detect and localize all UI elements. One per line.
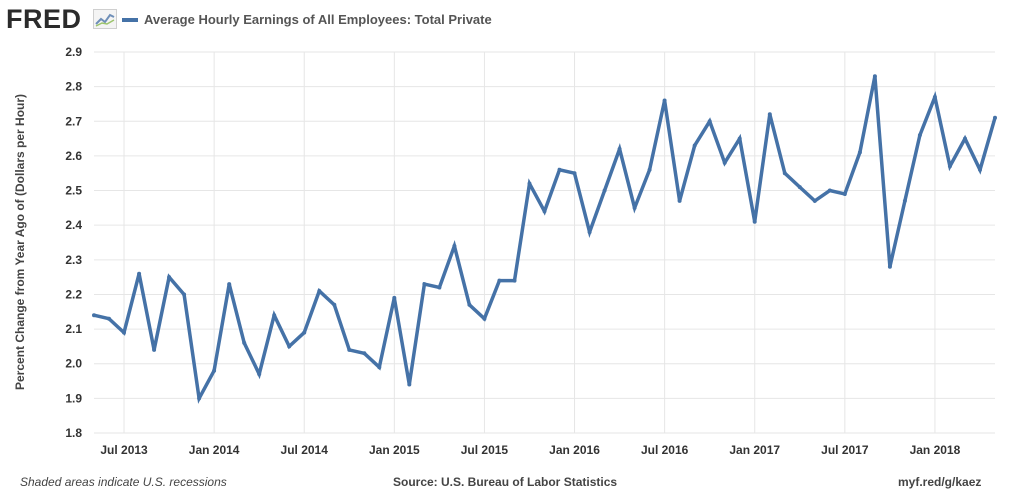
y-tick-label: 2.0: [65, 357, 82, 371]
data-point[interactable]: [182, 292, 187, 297]
y-tick-label: 2.3: [65, 253, 82, 267]
data-point[interactable]: [947, 164, 952, 169]
y-tick-label: 1.9: [65, 391, 82, 405]
data-point[interactable]: [287, 344, 292, 349]
data-point[interactable]: [963, 136, 967, 141]
data-point[interactable]: [572, 171, 577, 176]
data-point[interactable]: [993, 115, 997, 120]
line-chart-icon: [93, 9, 117, 29]
data-point[interactable]: [347, 347, 352, 352]
y-tick-label: 2.5: [65, 184, 82, 198]
data-point[interactable]: [152, 347, 157, 352]
data-point[interactable]: [107, 316, 111, 321]
data-point[interactable]: [662, 98, 667, 103]
data-point[interactable]: [617, 147, 622, 151]
data-point[interactable]: [92, 313, 96, 318]
y-tick-label: 1.8: [65, 426, 82, 440]
y-tick-label: 2.6: [65, 149, 82, 163]
data-point[interactable]: [707, 119, 712, 124]
data-point[interactable]: [602, 188, 607, 193]
data-point[interactable]: [422, 282, 427, 287]
x-tick-label: Jan 2014: [189, 443, 240, 457]
y-tick-label: 2.4: [65, 218, 82, 232]
chart-header: FRED Average Hourly Earnings of All Empl…: [0, 0, 1013, 38]
data-point[interactable]: [317, 289, 322, 293]
data-point[interactable]: [842, 192, 847, 196]
y-tick-label: 2.9: [65, 45, 82, 59]
data-point[interactable]: [212, 368, 217, 373]
data-point[interactable]: [737, 136, 742, 141]
data-point[interactable]: [512, 278, 517, 283]
data-point[interactable]: [452, 244, 457, 248]
data-point[interactable]: [362, 351, 367, 356]
data-point[interactable]: [647, 167, 652, 172]
data-point[interactable]: [902, 198, 907, 203]
data-point[interactable]: [392, 295, 397, 300]
y-axis-title: Percent Change from Year Ago of (Dollars…: [13, 94, 27, 390]
gridlines: [94, 51, 995, 434]
x-tick-label: Jul 2015: [461, 443, 509, 457]
x-tick-label: Jul 2013: [100, 443, 148, 457]
data-point[interactable]: [497, 278, 502, 283]
data-point[interactable]: [437, 285, 442, 290]
x-axis-ticks: Jul 2013 Jan 2014 Jul 2014 Jan 2015 Jul 2015…: [100, 443, 960, 457]
source-note: Source: U.S. Bureau of Labor Statistics: [393, 475, 618, 489]
data-point[interactable]: [227, 282, 232, 287]
data-point[interactable]: [557, 167, 562, 172]
fred-logo[interactable]: FRED: [6, 4, 82, 34]
data-point[interactable]: [272, 313, 277, 318]
x-tick-label: Jan 2017: [729, 443, 780, 457]
y-tick-label: 2.2: [65, 287, 82, 301]
data-point[interactable]: [377, 365, 382, 370]
data-point[interactable]: [857, 150, 862, 155]
data-point[interactable]: [242, 340, 247, 345]
data-point[interactable]: [887, 264, 892, 269]
data-point[interactable]: [677, 198, 682, 203]
data-point[interactable]: [257, 372, 262, 377]
y-tick-label: 2.7: [65, 114, 82, 128]
data-point[interactable]: [482, 316, 487, 321]
short-url-link[interactable]: myf.red/g/kaez: [898, 475, 982, 489]
x-tick-label: Jul 2014: [281, 443, 329, 457]
recession-note: Shaded areas indicate U.S. recessions: [20, 475, 227, 489]
data-point[interactable]: [167, 275, 172, 280]
data-point[interactable]: [722, 160, 727, 165]
data-point[interactable]: [978, 167, 982, 172]
data-point[interactable]: [587, 230, 592, 235]
data-point[interactable]: [917, 133, 922, 138]
data-point[interactable]: [467, 302, 472, 307]
x-tick-label: Jul 2017: [821, 443, 869, 457]
data-point[interactable]: [407, 382, 412, 387]
x-tick-label: Jan 2018: [910, 443, 961, 457]
data-point[interactable]: [797, 185, 802, 190]
data-point[interactable]: [197, 396, 202, 401]
data-point[interactable]: [812, 198, 817, 203]
y-axis-ticks: 2.9 2.8 2.7 2.6 2.5 2.4 2.3 2.2 2.1 2.0 1.9 1.8: [65, 45, 82, 440]
data-point[interactable]: [872, 74, 877, 79]
legend-entry: Average Hourly Earnings of All Employees…: [122, 12, 492, 27]
plot-background: [94, 52, 995, 433]
x-tick-label: Jan 2015: [369, 443, 420, 457]
data-point[interactable]: [302, 330, 307, 335]
data-point[interactable]: [632, 205, 637, 210]
data-point[interactable]: [527, 181, 532, 186]
data-point[interactable]: [827, 188, 832, 193]
legend-series-label: Average Hourly Earnings of All Employees…: [144, 12, 492, 27]
data-point[interactable]: [692, 143, 697, 148]
data-point[interactable]: [767, 112, 772, 117]
data-point[interactable]: [137, 271, 142, 276]
legend-swatch: [122, 17, 138, 22]
data-point[interactable]: [332, 302, 337, 307]
y-tick-label: 2.8: [65, 80, 82, 94]
series-layer: [92, 74, 997, 404]
x-tick-label: Jan 2016: [549, 443, 600, 457]
data-point[interactable]: [752, 219, 757, 224]
x-tick-label: Jul 2016: [641, 443, 689, 457]
data-point[interactable]: [542, 209, 547, 214]
data-point[interactable]: [932, 95, 937, 99]
data-point[interactable]: [122, 330, 126, 335]
y-tick-label: 2.1: [65, 322, 82, 336]
data-point[interactable]: [782, 171, 787, 176]
